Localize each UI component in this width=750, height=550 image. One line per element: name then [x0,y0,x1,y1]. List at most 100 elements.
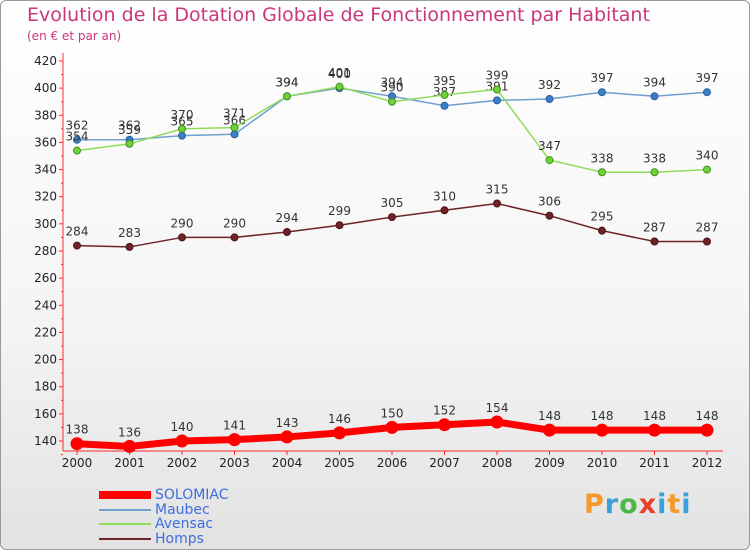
data-point-avensac [178,124,186,133]
data-label-avensac: 340 [696,149,719,163]
data-label-solomiac: 138 [66,423,89,437]
data-point-solomiac [123,439,136,453]
y-tick-label: 280 [34,244,57,258]
data-label-solomiac: 154 [486,401,509,415]
y-tick-label: 380 [34,108,57,122]
data-point-homps [335,221,344,230]
data-point-homps [493,199,501,208]
data-label-homps: 299 [328,204,351,218]
legend-item-avensac: Avensac [99,516,213,531]
data-label-homps: 290 [223,216,246,230]
data-label-maubec: 365 [171,115,194,129]
data-label-maubec: 394 [381,75,404,89]
x-tick-label: 2001 [114,456,145,470]
data-point-avensac [650,168,659,177]
data-point-homps [283,228,291,236]
data-point-homps [440,206,449,215]
data-label-solomiac: 140 [171,420,194,434]
data-label-homps: 295 [591,210,614,224]
legend-label-avensac: Avensac [155,515,214,532]
data-point-avensac [598,168,606,177]
data-point-homps [388,213,396,222]
data-label-solomiac: 148 [696,409,719,423]
data-point-maubec [440,101,449,110]
y-tick-label: 200 [34,353,57,367]
data-label-maubec: 392 [538,78,561,92]
data-point-homps [125,242,134,251]
data-point-maubec [493,96,501,105]
chart-subtitle: (en € et par an) [27,29,122,43]
data-point-solomiac [280,430,294,444]
data-label-avensac: 401 [328,66,351,80]
data-label-maubec: 394 [643,75,666,89]
data-label-maubec: 394 [276,75,299,89]
legend-item-solomiac: SOLOMIAC [99,487,229,502]
data-label-homps: 294 [276,211,299,225]
data-point-avensac [230,123,239,132]
data-label-homps: 287 [696,221,719,235]
data-label-avensac: 390 [381,81,404,95]
data-point-avensac [545,156,554,165]
data-point-avensac [703,165,711,174]
data-label-avensac: 395 [433,74,456,88]
legend-item-homps: Homps [99,531,204,546]
data-point-solomiac [595,423,609,437]
data-point-avensac [493,85,501,94]
data-label-solomiac: 146 [328,412,351,426]
data-label-solomiac: 150 [381,406,404,420]
x-tick-label: 2011 [639,456,670,470]
data-point-maubec [545,95,554,103]
x-tick-label: 2009 [534,456,565,470]
data-point-solomiac [648,423,661,437]
x-tick-label: 2002 [167,456,198,470]
series-homps: 284 283 290 290 294 299 305 310 315 306 295 287 287 [66,183,719,251]
data-label-maubec: 400 [328,67,351,81]
data-label-homps: 305 [381,196,404,210]
y-tick-label: 220 [34,325,57,339]
data-point-avensac [283,92,291,101]
y-tick-label: 160 [34,407,57,421]
data-point-homps [650,237,659,246]
y-tick-label: 300 [34,217,57,231]
data-point-homps [545,211,554,220]
data-point-homps [178,233,186,242]
legend-label-maubec: Maubec [155,501,210,518]
x-tick-label: 2000 [62,456,93,470]
data-point-avensac [440,90,449,99]
data-label-avensac: 347 [538,139,561,153]
y-tick-label: 140 [34,434,57,448]
data-label-solomiac: 148 [538,409,561,423]
y-tick-label: 340 [34,163,57,177]
y-tick-label: 360 [34,135,57,149]
data-label-homps: 306 [538,195,561,209]
data-label-maubec: 362 [66,119,89,133]
data-label-avensac: 338 [591,151,614,165]
data-point-solomiac [70,437,84,451]
data-label-solomiac: 143 [276,416,299,430]
data-point-maubec [650,92,659,101]
data-point-solomiac [333,426,346,440]
legend-swatch-homps [99,537,151,540]
chart-title: Evolution de la Dotation Globale de Fonc… [27,4,650,26]
data-point-maubec [598,88,606,97]
data-label-homps: 283 [118,226,141,240]
x-tick-label: 2004 [272,456,303,470]
data-label-solomiac: 152 [433,404,456,418]
data-point-solomiac [543,423,556,437]
data-point-maubec [73,135,81,144]
legend-swatch-solomiac [99,490,151,499]
series-solomiac: 138 136 140 141 143 146 150 152 154 148 148 148 148 [66,401,719,453]
data-point-avensac [335,82,344,91]
data-label-avensac: 354 [66,130,89,144]
data-label-homps: 284 [66,225,89,239]
data-label-avensac: 359 [118,123,141,137]
x-tick-label: 2007 [429,456,460,470]
data-point-solomiac [438,418,451,432]
data-point-avensac [388,97,396,106]
data-label-avensac: 371 [223,107,246,121]
data-label-avensac: 399 [486,69,509,83]
data-point-maubec [178,131,186,140]
y-tick-label: 420 [34,54,57,68]
